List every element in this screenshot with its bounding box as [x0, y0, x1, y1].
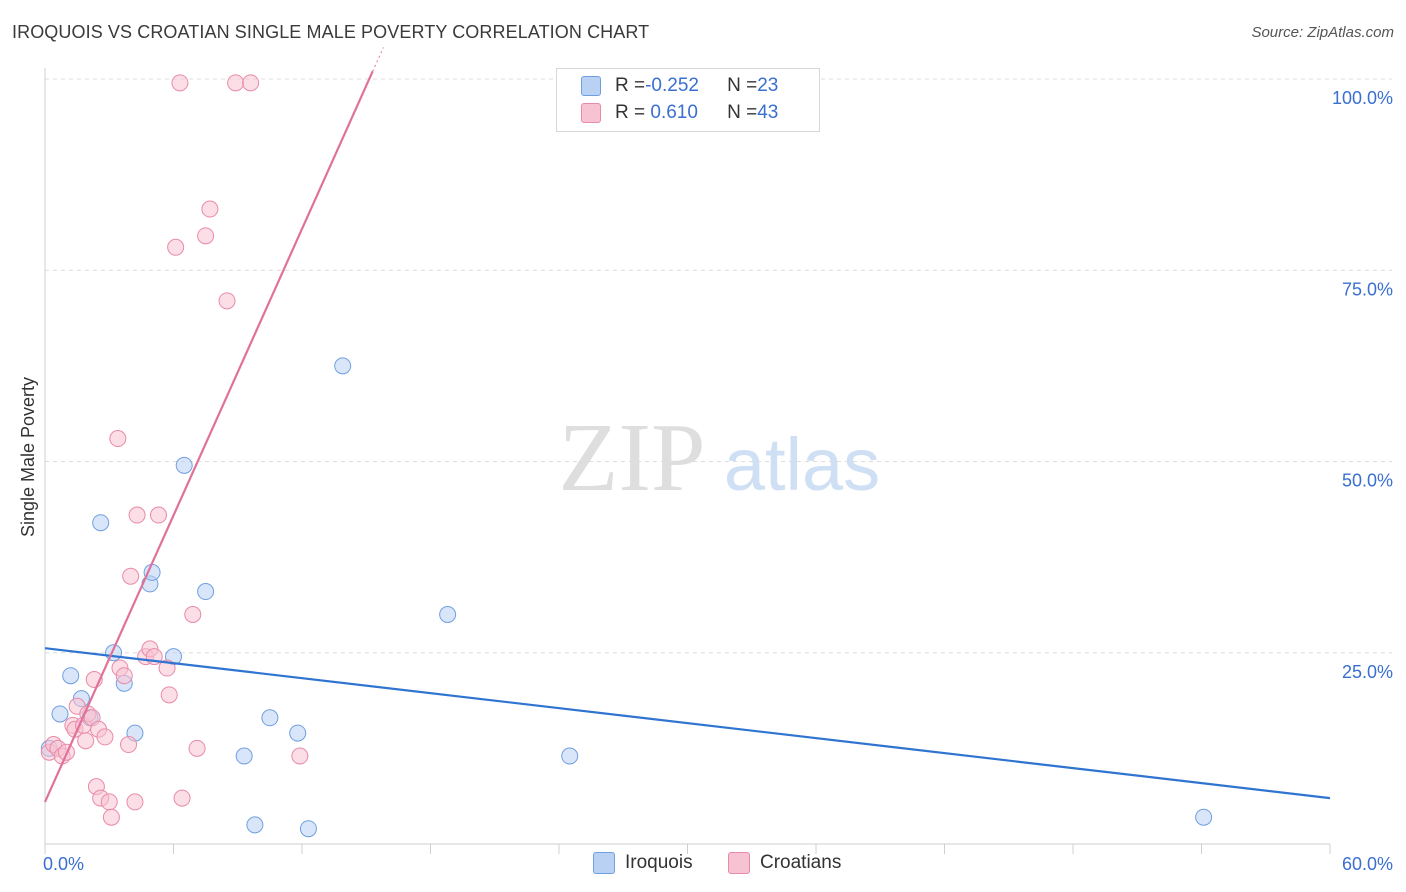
croatians-point	[167, 238, 185, 256]
legend-n-label: N =	[727, 75, 758, 96]
chart-title: IROQUOIS VS CROATIAN SINGLE MALE POVERTY…	[12, 22, 650, 42]
grid-lines	[45, 78, 1392, 654]
croatians-point	[77, 732, 95, 750]
y-tick-label: 75.0%	[1342, 279, 1393, 299]
iroquois-point	[175, 456, 193, 474]
croatians-point	[188, 739, 206, 757]
croatians-point	[173, 789, 191, 807]
croatians-point	[197, 227, 215, 245]
croatians-point	[100, 793, 118, 811]
y-axis-label: Single Male Poverty	[18, 377, 38, 537]
legend-r-label: R =	[615, 102, 646, 123]
croatians-swatch	[581, 103, 601, 123]
legend-iroquois: Iroquois	[593, 852, 693, 874]
iroquois-legend-label: Iroquois	[625, 852, 693, 873]
croatians-point	[126, 793, 144, 811]
croatians-trend-extension	[372, 47, 384, 72]
croatians-point	[201, 200, 219, 218]
y-tick-label: 100.0%	[1332, 88, 1393, 108]
iroquois-point	[1195, 808, 1213, 826]
croatians-point	[242, 74, 260, 92]
x-tick-label-max: 60.0%	[1342, 854, 1393, 874]
croatians-point	[122, 567, 140, 585]
y-tick-label: 50.0%	[1342, 471, 1393, 491]
iroquois-point	[561, 747, 579, 765]
croatians-point	[115, 667, 133, 685]
watermark: ZIP atlas	[559, 404, 881, 512]
iroquois-point	[439, 606, 457, 623]
source-label: Source: ZipAtlas.com	[1251, 24, 1394, 41]
legend-n-label: N =	[727, 102, 758, 123]
watermark-zip: ZIP	[559, 404, 706, 512]
croatians-point	[184, 606, 202, 623]
croatians-point	[160, 686, 178, 704]
iroquois-point	[261, 709, 279, 727]
iroquois-point	[62, 667, 80, 685]
croatians-point	[128, 506, 146, 524]
iroquois-point	[197, 583, 215, 601]
iroquois-legend-swatch	[593, 852, 615, 874]
iroquois-point	[235, 747, 253, 765]
watermark-atlas: atlas	[724, 423, 880, 506]
iroquois-point	[51, 705, 69, 723]
legend-r-value: 0.610	[645, 102, 698, 123]
croatians-point	[218, 292, 236, 310]
croatians-point	[109, 430, 127, 448]
trend-lines	[43, 47, 1331, 803]
legend-r-value: -0.252	[645, 75, 699, 96]
legend-r-label: R =	[615, 75, 646, 96]
iroquois-point	[246, 816, 264, 834]
croatians-legend-label: Croatians	[760, 852, 842, 873]
legend-croatians: Croatians	[728, 852, 841, 874]
iroquois-swatch	[581, 76, 601, 96]
iroquois-point	[289, 724, 307, 742]
iroquois-point	[92, 514, 110, 532]
iroquois-point	[334, 357, 352, 375]
croatians-point	[96, 728, 114, 746]
legend-row-croatians: R = 0.610 N = 43	[581, 100, 778, 126]
croatians-legend-swatch	[728, 852, 750, 874]
croatians-point	[291, 747, 309, 765]
correlation-legend: R = -0.252 N = 23 R = 0.610 N = 43	[556, 68, 820, 132]
croatians-point	[102, 808, 120, 826]
croatians-points	[40, 74, 309, 826]
croatians-trend-line	[43, 70, 374, 803]
x-tick-label-min: 0.0%	[43, 854, 84, 874]
iroquois-point	[299, 820, 317, 838]
croatians-point	[158, 659, 176, 677]
y-tick-label: 25.0%	[1342, 662, 1393, 682]
legend-n-value: 23	[757, 75, 779, 96]
iroquois-trend-line	[44, 647, 1331, 800]
croatians-point	[227, 74, 245, 92]
legend-n-value: 43	[757, 102, 779, 123]
tick-labels: 100.0% 75.0% 50.0% 25.0% 0.0% 60.0%	[43, 88, 1393, 874]
legend-row-iroquois: R = -0.252 N = 23	[581, 73, 778, 99]
croatians-point	[150, 506, 168, 524]
croatians-point	[120, 736, 138, 754]
croatians-point	[171, 74, 189, 92]
axes	[44, 68, 1331, 854]
